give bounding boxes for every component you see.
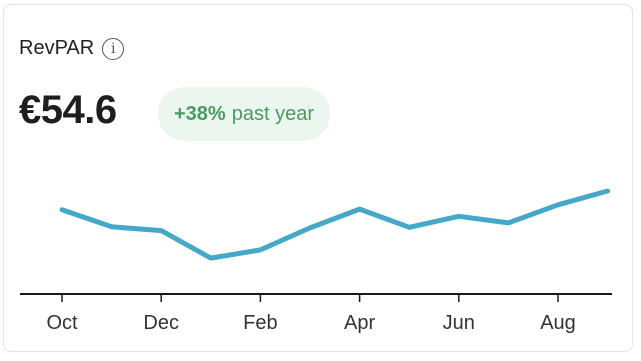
x-tick-label-oct: Oct (46, 312, 78, 334)
change-value: +38% (174, 102, 226, 125)
info-icon[interactable]: i (102, 37, 125, 60)
metric-value: €54.6 (19, 88, 117, 132)
x-tick-label-dec: Dec (143, 312, 179, 334)
change-badge: +38% past year (158, 87, 330, 141)
change-period: past year (231, 102, 314, 125)
x-tick-label-apr: Apr (344, 312, 375, 334)
metric-title: RevPAR (19, 37, 95, 59)
metric-header: RevPAR i (19, 37, 125, 60)
x-tick-label-aug: Aug (540, 312, 576, 334)
series-line-0 (59, 188, 611, 261)
x-tick-label-feb: Feb (243, 312, 277, 334)
x-tick-label-jun: Jun (443, 312, 475, 334)
